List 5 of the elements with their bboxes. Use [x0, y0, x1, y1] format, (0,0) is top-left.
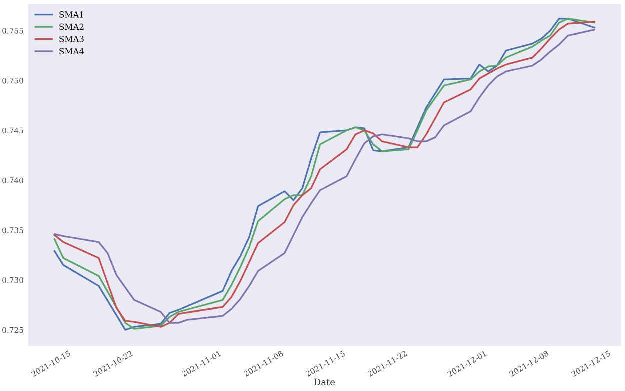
legend-label: SMA2 — [60, 24, 84, 30]
x-axis-title: Date — [314, 378, 336, 386]
legend-label: SMA3 — [60, 36, 84, 42]
legend-label: SMA4 — [60, 48, 84, 55]
legend-label: SMA1 — [60, 12, 84, 18]
